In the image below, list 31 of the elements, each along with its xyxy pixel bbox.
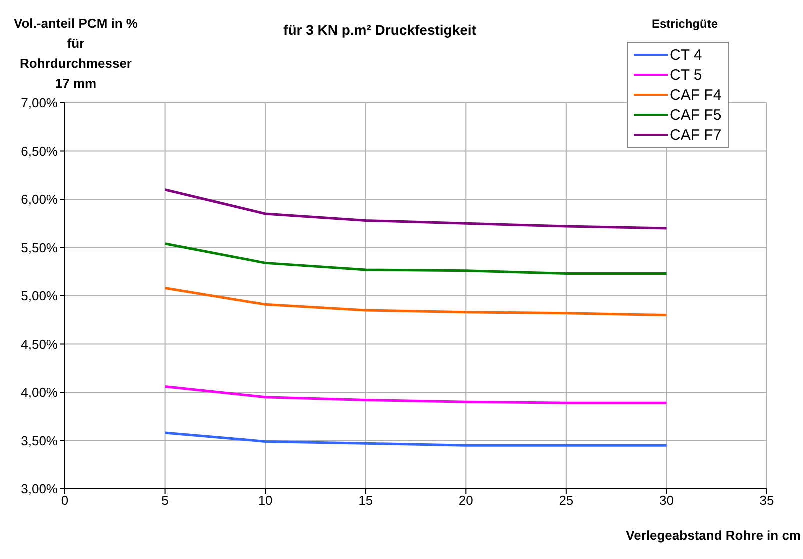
- y-tick-label: 7,00%: [21, 96, 58, 111]
- y-axis-title: Vol.-anteil PCM in % für Rohrdurchmesser 17 mm: [13, 15, 139, 93]
- x-tick-label: 25: [559, 493, 574, 508]
- legend-label: CT 4: [670, 46, 702, 64]
- x-tick-label: 20: [458, 493, 474, 508]
- chart-title: für 3 KN p.m² Druckfestigkeit: [282, 22, 478, 38]
- y-tick-label: 6,00%: [21, 192, 58, 208]
- legend-label: CAF F7: [670, 126, 722, 144]
- x-tick-label: 35: [760, 493, 774, 508]
- y-tick-label: 4,00%: [21, 385, 58, 400]
- y-tick-label: 6,50%: [21, 144, 58, 159]
- x-axis-title: Verlegeabstand Rohre in cm: [626, 528, 801, 543]
- legend-title: Estrichgüte: [650, 17, 719, 31]
- line-series: [164, 432, 668, 447]
- line-series: [164, 287, 668, 317]
- x-tick-label: 10: [258, 493, 273, 508]
- line-series: [164, 188, 668, 230]
- y-tick-label: 5,00%: [21, 288, 58, 304]
- x-tick-label: 15: [358, 493, 374, 508]
- y-tick-label: 4,50%: [21, 336, 58, 352]
- line-series: [164, 385, 668, 404]
- y-tick-label: 3,50%: [21, 433, 58, 448]
- x-tick-label: 5: [162, 493, 169, 508]
- line-series: [164, 242, 668, 276]
- x-tick-label: 0: [61, 493, 69, 508]
- y-tick-label: 5,50%: [21, 240, 58, 256]
- legend-label: CAF F5: [670, 106, 722, 124]
- x-tick-label: 30: [659, 493, 674, 508]
- y-tick-label: 3,00%: [21, 482, 58, 497]
- legend-label: CAF F4: [670, 86, 722, 104]
- legend-label: CT 5: [670, 66, 702, 84]
